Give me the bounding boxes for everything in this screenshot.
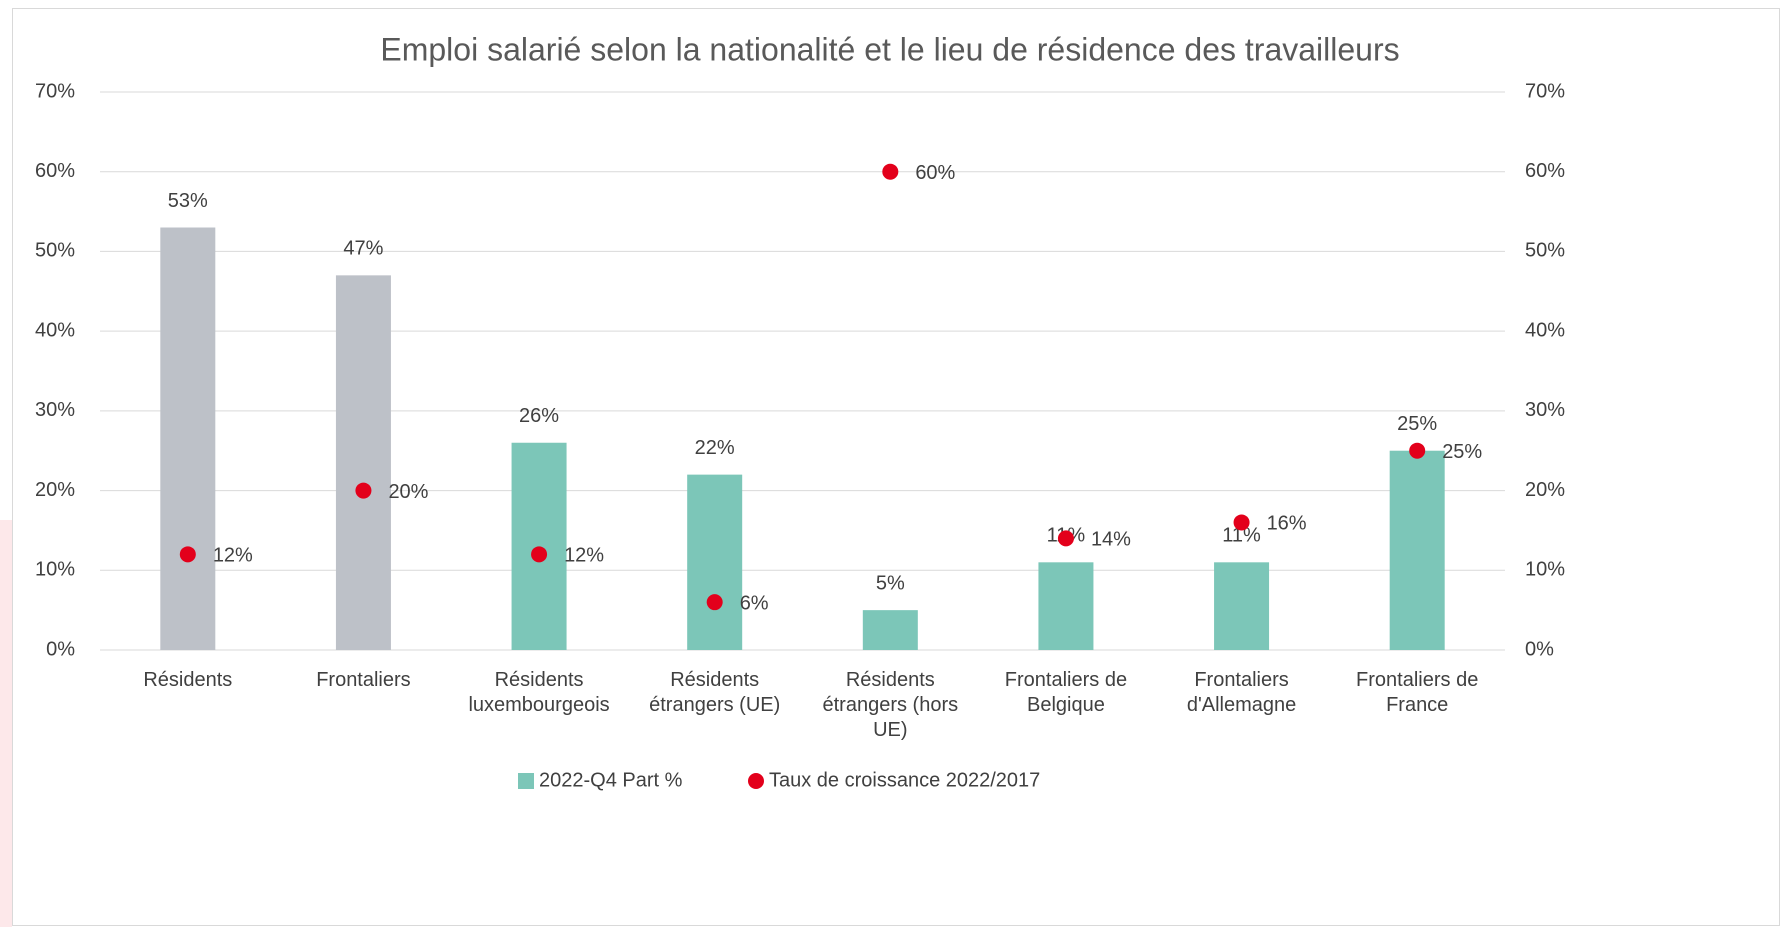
y-tick-label: 70% — [35, 80, 75, 102]
y-tick-label: 0% — [46, 638, 75, 660]
y2-tick-label: 20% — [1525, 479, 1565, 501]
dot-label: 25% — [1442, 441, 1482, 463]
bar-label: 53% — [168, 190, 208, 212]
legend-label: Taux de croissance 2022/2017 — [769, 769, 1040, 791]
dot-label: 60% — [915, 162, 955, 184]
y2-tick-label: 70% — [1525, 80, 1565, 102]
y2-tick-label: 30% — [1525, 399, 1565, 421]
legend-label: 2022-Q4 Part % — [539, 769, 683, 791]
bar — [687, 474, 743, 650]
side-strip — [0, 520, 12, 927]
y2-tick-label: 50% — [1525, 240, 1565, 262]
dot — [355, 482, 372, 499]
x-tick-label: Résidents étrangers (UE) — [649, 669, 781, 716]
legend-swatch — [518, 773, 534, 789]
bar — [1389, 450, 1445, 650]
x-tick-label: Résidents étrangers (hors UE) — [822, 669, 959, 741]
bar — [1038, 562, 1094, 650]
dot-label: 16% — [1267, 513, 1307, 535]
dot-label: 20% — [388, 481, 428, 503]
legend-swatch — [748, 773, 764, 789]
dot — [179, 546, 196, 563]
bar-label: 11% — [1222, 525, 1261, 547]
y-tick-label: 30% — [35, 399, 75, 421]
dot-label: 12% — [213, 545, 253, 567]
dot-label: 12% — [564, 545, 604, 567]
chart-title: Emploi salarié selon la nationalité et l… — [380, 31, 1399, 67]
bar — [1214, 562, 1270, 650]
bar-label: 26% — [519, 405, 559, 427]
bar — [160, 227, 216, 650]
y-tick-label: 10% — [35, 559, 75, 581]
bar-label: 47% — [343, 238, 383, 260]
dot-label: 6% — [740, 592, 769, 614]
y-tick-label: 50% — [35, 240, 75, 262]
x-tick-label: Résidents — [143, 669, 233, 691]
x-tick-label: Frontaliers — [316, 669, 411, 691]
bar-label: 25% — [1397, 413, 1437, 435]
dot — [531, 546, 548, 563]
bar-label: 5% — [876, 572, 905, 594]
x-tick-label: Frontaliers d'Allemagne — [1186, 669, 1297, 716]
dot-label: 14% — [1091, 529, 1131, 551]
bar — [335, 275, 391, 650]
x-tick-label: Frontaliers de Belgique — [1004, 669, 1128, 716]
x-tick-label: Résidents luxembourgeois — [468, 669, 610, 716]
y-tick-label: 20% — [35, 479, 75, 501]
dot — [882, 163, 899, 180]
y-tick-label: 40% — [35, 319, 75, 341]
dot — [1057, 530, 1074, 547]
bar-label: 22% — [695, 437, 735, 459]
y2-tick-label: 10% — [1525, 559, 1565, 581]
y2-tick-label: 0% — [1525, 638, 1554, 660]
y2-tick-label: 40% — [1525, 319, 1565, 341]
bar — [862, 610, 918, 650]
dot — [1409, 442, 1426, 459]
dot — [1233, 514, 1250, 531]
dot — [706, 594, 723, 611]
y2-tick-label: 60% — [1525, 160, 1565, 182]
y-tick-label: 60% — [35, 160, 75, 182]
x-tick-label: Frontaliers de France — [1356, 669, 1479, 716]
chart-frame — [12, 8, 1780, 926]
